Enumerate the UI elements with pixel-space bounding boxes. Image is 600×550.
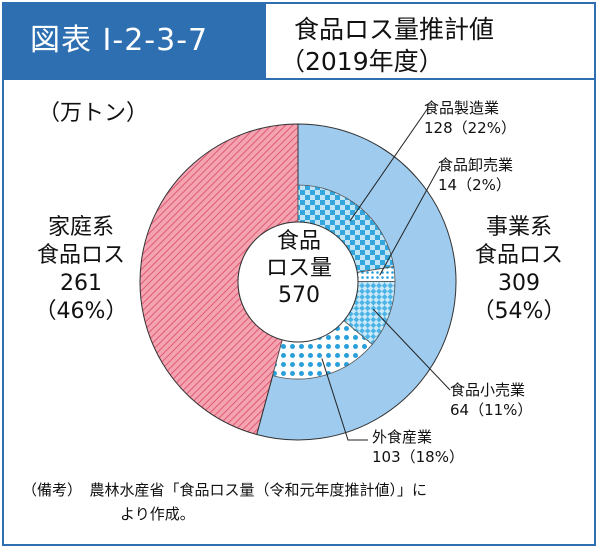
figure-frame: 図表 I-2-3-7 食品ロス量推計値 （2019年度） (2, 2, 596, 546)
leader-line-0 (349, 107, 429, 222)
household-loss-label: 家庭系 食品ロス 261 （46%） (26, 214, 136, 326)
business-name-line2: 食品ロス (474, 243, 563, 268)
wholesale-value: 14（2%） (438, 176, 511, 194)
leader-line-2 (372, 308, 451, 391)
center-label-line2: ロス量 (265, 256, 332, 281)
manufacturing-value: 128（22%） (424, 119, 516, 137)
chart-subtitle-year: （2019年度） (280, 47, 444, 76)
center-total-value: 570 (278, 283, 320, 308)
household-value: 261 (60, 271, 102, 296)
retail-value: 64（11%） (450, 401, 533, 419)
source-note: （備考） 農林水産省「食品ロス量（令和元年度推計値）」に より作成。 (22, 478, 427, 526)
leader-line-1 (379, 165, 441, 276)
retail-name: 食品小売業 (450, 381, 526, 399)
household-percent: （46%） (34, 299, 128, 324)
center-total-label: 食品 ロス量 570 (244, 228, 354, 309)
donut-center-hole (237, 221, 359, 343)
figure-number-tag: 図表 I-2-3-7 (4, 4, 266, 78)
leader-line-3 (321, 358, 368, 441)
food-service-label: 外食産業 103（18%） (372, 427, 464, 467)
business-name-line1: 事業系 (485, 215, 552, 240)
manufacturing-label: 食品製造業 128（22%） (424, 98, 516, 138)
header-bar: 図表 I-2-3-7 食品ロス量推計値 （2019年度） (4, 4, 594, 80)
household-name-line1: 家庭系 (47, 215, 114, 240)
chart-title: 食品ロス量推計値 (294, 15, 495, 44)
manufacturing-name: 食品製造業 (424, 99, 500, 117)
wholesale-label: 食品卸売業 14（2%） (438, 155, 513, 195)
source-note-line2: より作成。 (120, 505, 195, 523)
center-label-line1: 食品 (276, 229, 321, 254)
household-name-line2: 食品ロス (36, 243, 125, 268)
source-note-line1: （備考） 農林水産省「食品ロス量（令和元年度推計値）」に (22, 481, 428, 499)
retail-label: 食品小売業 64（11%） (450, 380, 532, 420)
food-service-value: 103（18%） (372, 448, 464, 466)
business-percent: （54%） (472, 299, 566, 324)
unit-label: （万トン） (38, 101, 149, 126)
food-service-name: 外食産業 (372, 428, 433, 446)
business-value: 309 (498, 271, 540, 296)
wholesale-name: 食品卸売業 (438, 156, 514, 174)
business-loss-label: 事業系 食品ロス 309 （54%） (464, 214, 574, 326)
